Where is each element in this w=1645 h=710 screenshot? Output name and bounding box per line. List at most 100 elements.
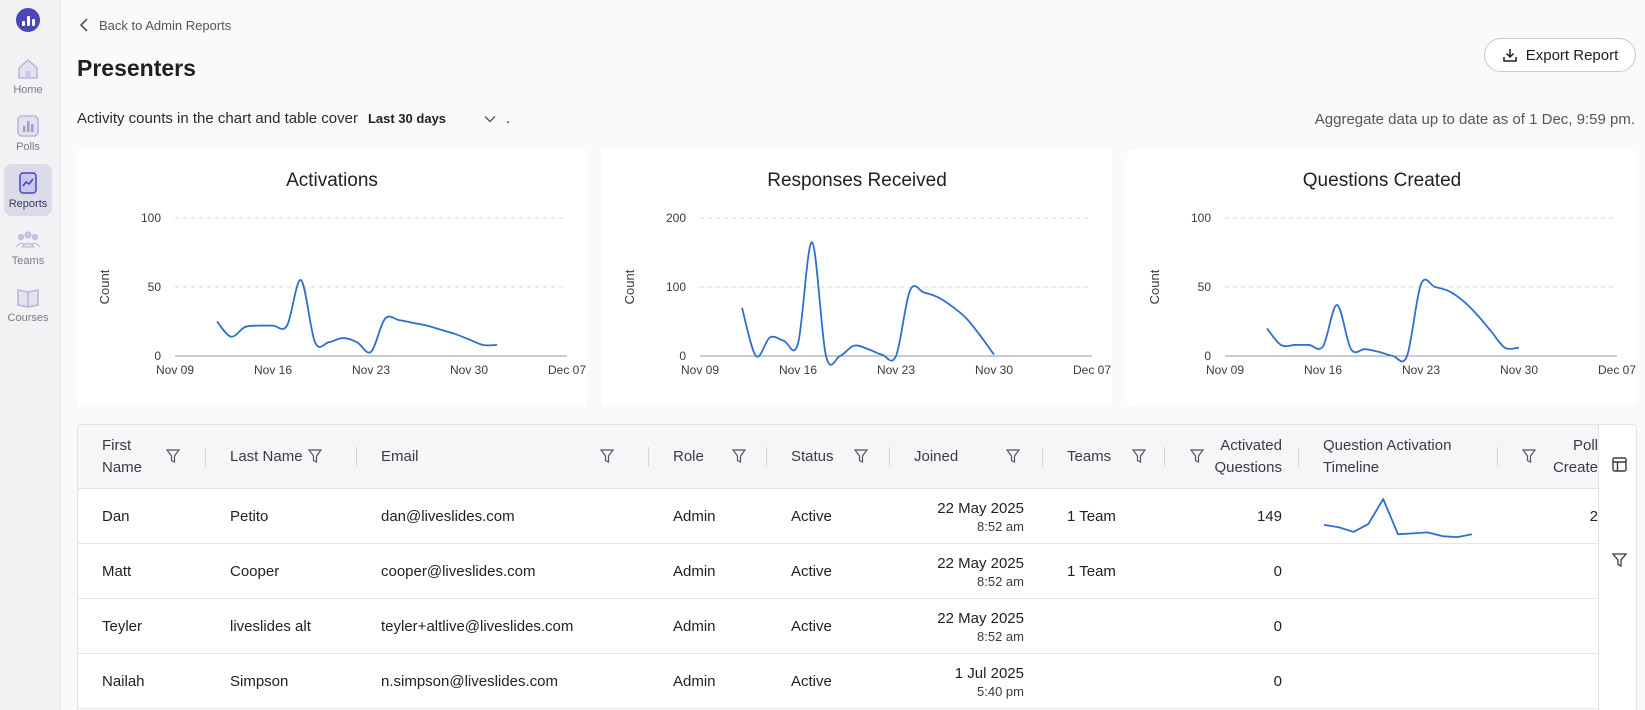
filter-icon[interactable] [308,448,322,464]
column-header-teams[interactable]: Teams [1067,425,1111,489]
courses-icon [17,289,39,308]
y-axis-label: Count [97,269,112,304]
column-separator[interactable] [648,447,649,467]
cell-role: Admin [673,563,716,580]
cell-last-name: liveslides alt [230,618,311,635]
filter-icon[interactable] [854,448,868,464]
y-tick-label: 0 [1204,349,1211,363]
sidebar-item-label: Reports [8,198,48,210]
table-row[interactable]: Matt Cooper cooper@liveslides.com Admin … [78,544,1636,599]
x-tick-label: Nov 23 [1402,363,1440,377]
table-row[interactable]: Dan Petito dan@liveslides.com Admin Acti… [78,489,1636,544]
aggregate-note: Aggregate data up to date as of 1 Dec, 9… [1314,111,1635,128]
table-row[interactable]: Teyler liveslides alt teyler+altlive@liv… [78,599,1636,654]
column-header-label: Last Name [230,448,303,465]
column-separator[interactable] [766,447,767,467]
cell-activated-questions: 149 [1256,508,1282,525]
column-separator[interactable] [1042,447,1043,467]
y-tick-label: 100 [666,280,686,294]
columns-icon[interactable] [1612,457,1627,472]
chart-title: Questions Created [1302,170,1462,191]
filter-icon[interactable] [166,448,180,464]
cell-teams[interactable]: 1 Team [1067,563,1116,580]
x-tick-label: Nov 16 [779,363,817,377]
column-header-label: First Name [102,437,143,476]
column-header-label: Teams [1067,448,1112,465]
activations-chart: 0 50 100 Nov 09 Nov 16 Nov 23 Nov 30 Dec 07 Coun… [97,211,586,377]
y-axis-label: Count [622,269,637,304]
chevron-left-icon [79,18,88,32]
back-link-label: Back to Admin Reports [99,17,232,33]
chart-card-questions: 0 50 100 Nov 09 Nov 16 Nov 23 Nov 30 Dec 07 Coun… [1127,150,1637,406]
column-separator[interactable] [1298,447,1299,467]
filter-icon[interactable] [600,448,614,464]
filter-icon[interactable] [732,448,746,464]
joined-date: 22 May 2025 [937,554,1024,572]
column-header-joined[interactable]: Joined [914,425,958,489]
column-header-label: Activated Questions [1214,437,1282,476]
filter-icon[interactable] [1522,448,1536,464]
cell-joined: 22 May 2025 8:52 am [914,544,1024,599]
y-tick-label: 0 [679,349,686,363]
column-separator[interactable] [889,447,890,467]
column-separator[interactable] [205,447,206,467]
chart-card-activations: 0 50 100 Nov 09 Nov 16 Nov 23 Nov 30 Dec 07 Coun… [77,150,587,406]
column-header-first-name[interactable]: First Name [102,425,142,489]
back-link[interactable]: Back to Admin Reports [79,17,231,33]
cell-email: teyler+altlive@liveslides.com [381,618,574,635]
export-report-label: Export Report [1525,46,1619,64]
column-separator[interactable] [1164,447,1165,467]
sidebar-item-label: Teams [11,255,45,267]
column-header-label: Poll Create [1552,437,1598,476]
filter-icon[interactable] [1132,448,1146,464]
app-logo[interactable] [16,8,40,32]
column-header-status[interactable]: Status [791,425,834,489]
column-header-role[interactable]: Role [673,425,704,489]
filter-icon[interactable] [1190,448,1204,464]
column-separator[interactable] [1497,447,1498,467]
joined-time: 8:52 am [977,573,1024,589]
joined-time: 5:40 pm [977,683,1024,699]
column-header-label: Joined [914,448,959,465]
date-range-select[interactable]: Last 30 days [368,111,496,126]
table-row[interactable]: Nailah Simpson n.simpson@liveslides.com … [78,654,1636,709]
cell-teams[interactable]: 1 Team [1067,508,1116,525]
column-header-activated-questions[interactable]: Activated Questions [1206,425,1282,489]
column-separator[interactable] [356,447,357,467]
y-tick-label: 50 [1198,280,1212,294]
page-title: Presenters [77,55,196,81]
column-header-label: Role [673,448,704,465]
sidebar-item-home[interactable]: Home [4,50,52,102]
column-header-label: Status [791,448,834,465]
cell-activated-questions: 0 [1273,673,1282,690]
export-report-button[interactable]: Export Report [1484,38,1636,72]
column-header-last-name[interactable]: Last Name [230,425,303,489]
chevron-down-icon [484,115,496,122]
y-tick-label: 50 [148,280,162,294]
joined-date: 22 May 2025 [937,609,1024,627]
cell-last-name: Cooper [230,563,280,580]
cell-first-name: Teyler [102,618,143,635]
sidebar: Home Polls Reports Teams [0,0,56,710]
filter-icon[interactable] [1612,552,1627,567]
cell-email: cooper@liveslides.com [381,563,536,580]
table-tool-panel [1598,425,1636,710]
joined-time: 8:52 am [977,518,1024,534]
series-line [741,241,995,366]
cell-email: n.simpson@liveslides.com [381,673,558,690]
column-header-question-activation-timeline[interactable]: Question Activation Timeline [1323,425,1451,489]
x-tick-label: Dec 07 [548,363,586,377]
column-header-polls-created[interactable]: Poll Create [1538,425,1598,489]
cell-status: Active [791,508,832,525]
responses-chart: 0 100 200 Nov 09 Nov 16 Nov 23 Nov 30 Dec 07 Cou… [622,211,1111,377]
sidebar-item-teams[interactable]: Teams [4,221,52,273]
activity-range-line: Activity counts in the chart and table c… [77,110,510,127]
sidebar-item-courses[interactable]: Courses [4,278,52,330]
cell-role: Admin [673,618,716,635]
column-header-email[interactable]: Email [381,425,419,489]
column-header-label: Question Activation Timeline [1323,437,1452,476]
date-range-value: Last 30 days [367,111,447,126]
sidebar-item-reports[interactable]: Reports [4,164,52,216]
sidebar-item-polls[interactable]: Polls [4,107,52,159]
filter-icon[interactable] [1006,448,1020,464]
